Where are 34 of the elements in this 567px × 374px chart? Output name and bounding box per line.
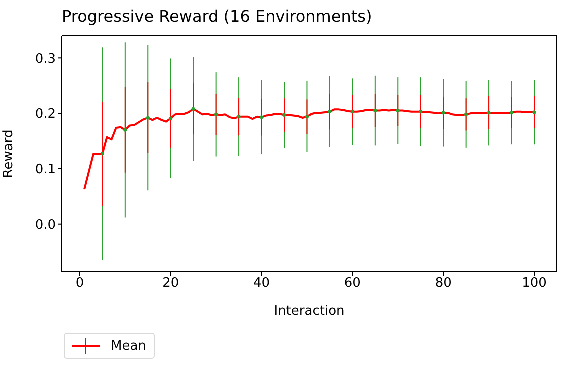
point [328, 110, 332, 114]
y-tick-label: 0.1 [35, 162, 56, 178]
chart-title: Progressive Reward (16 Environments) [62, 7, 372, 26]
point [192, 107, 196, 111]
x-tick-label: 40 [254, 276, 270, 292]
x-tick-label: 100 [522, 276, 547, 292]
point [442, 111, 446, 115]
y-axis-title: Reward [2, 130, 17, 178]
point [532, 110, 536, 114]
point [124, 128, 128, 132]
point [464, 112, 468, 116]
point [419, 110, 423, 114]
point [305, 115, 310, 119]
y-tick-label: 0.3 [35, 52, 56, 67]
point [237, 115, 241, 119]
point [374, 109, 378, 113]
point [510, 111, 514, 115]
y-tick-label: 0.2 [35, 107, 56, 122]
point [350, 110, 354, 114]
point [100, 152, 104, 156]
x-tick-label: 0 [76, 276, 84, 292]
point [282, 113, 286, 117]
point [169, 116, 173, 120]
point [396, 109, 400, 113]
y-tick-label: 0.0 [35, 218, 56, 233]
point [214, 112, 218, 116]
point [487, 111, 491, 115]
x-axis-title: Interaction [274, 304, 345, 319]
x-tick-label: 60 [344, 276, 361, 292]
legend-label: Mean [111, 338, 146, 354]
point [260, 116, 264, 120]
point [146, 116, 150, 120]
x-tick-label: 20 [162, 276, 180, 292]
x-tick-label: 80 [435, 276, 452, 292]
